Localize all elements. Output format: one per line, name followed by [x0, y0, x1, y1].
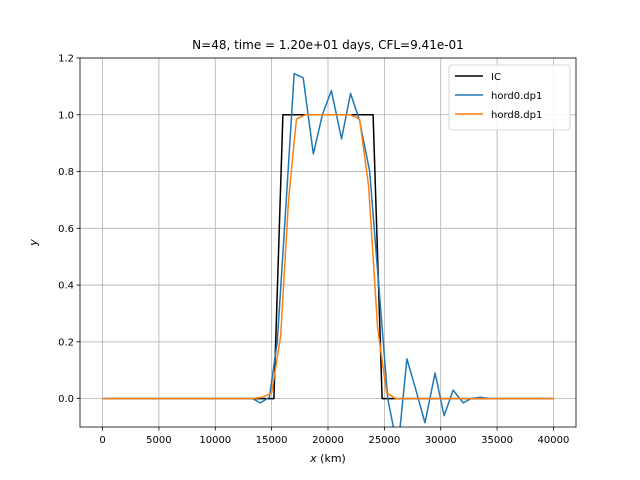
x-tick-label: 35000 [481, 435, 513, 446]
legend-label-hord0-dp1: hord0.dp1 [491, 91, 542, 102]
x-tick-label: 5000 [146, 435, 171, 446]
chart-title: N=48, time = 1.20e+01 days, CFL=9.41e-01 [192, 38, 464, 52]
x-axis-label-var: x [309, 452, 317, 465]
y-tick-label: 0.0 [58, 394, 74, 405]
legend-label-ic: IC [491, 72, 501, 83]
axis-ticks: 0 5000 10000 15000 20000 25000 30000 35000 40000… [58, 54, 569, 447]
y-tick-label: 1.2 [58, 54, 74, 65]
x-tick-label: 40000 [538, 435, 570, 446]
x-tick-label: 20000 [312, 435, 344, 446]
y-tick-label: 1.0 [58, 110, 74, 121]
y-tick-label: 0.2 [58, 337, 74, 348]
series-line-hord8-dp1 [102, 114, 554, 400]
x-tick-label: 10000 [199, 435, 231, 446]
x-axis-label-unit: (km) [317, 452, 346, 465]
legend-label-hord8-dp1: hord8.dp1 [491, 110, 542, 121]
y-tick-label: 0.4 [58, 281, 74, 292]
legend: IC hord0.dp1 hord8.dp1 [448, 64, 571, 131]
plot-series [102, 72, 554, 427]
x-tick-label: 25000 [368, 435, 400, 446]
series-line-hord0-dp1 [102, 72, 554, 427]
y-axis-label: y [27, 239, 40, 247]
x-tick-label: 30000 [425, 435, 457, 446]
x-tick-label: 0 [99, 435, 105, 446]
y-tick-label: 0.6 [58, 224, 74, 235]
x-tick-label: 15000 [256, 435, 288, 446]
x-axis-label: x (km) [309, 452, 346, 465]
y-tick-label: 0.8 [58, 167, 74, 178]
